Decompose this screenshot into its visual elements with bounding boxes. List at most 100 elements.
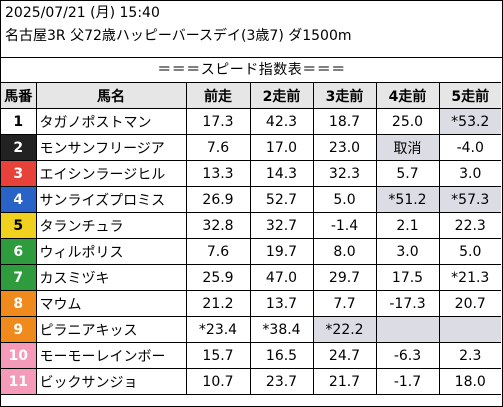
horse-number-cell: 11 <box>1 368 37 395</box>
speed-index-cell: 20.7 <box>438 290 501 317</box>
horse-number-cell: 9 <box>1 316 37 343</box>
table-row: 9 ピラニアキッス *23.4 *38.4 *22.2 <box>1 316 501 343</box>
speed-index-cell: 17.0 <box>249 134 314 161</box>
speed-index-cell: -4.0 <box>438 134 501 161</box>
table-row: 3 エイシンラージヒル 13.3 14.3 32.3 5.7 3.0 <box>1 160 501 187</box>
table-row: 1 タガノポストマン 17.3 42.3 18.7 25.0 *53.2 <box>1 108 501 135</box>
speed-index-cell: 19.7 <box>249 238 314 265</box>
speed-index-cell: 23.0 <box>312 134 377 161</box>
speed-index-cell: 13.3 <box>185 160 251 187</box>
speed-index-cell: 15.7 <box>185 342 251 369</box>
speed-index-cell: 47.0 <box>249 264 314 291</box>
horse-name-cell: タガノポストマン <box>35 108 187 135</box>
speed-index-cell: *53.2 <box>438 108 501 135</box>
speed-index-cell: 25.9 <box>185 264 251 291</box>
speed-index-cell <box>438 316 501 343</box>
horse-number-cell: 7 <box>1 264 37 291</box>
horse-name-cell: タランチュラ <box>35 212 187 239</box>
table-row: 6 ウィルポリス 7.6 19.7 8.0 3.0 5.0 <box>1 238 501 265</box>
horse-name-cell: ビックサンジョ <box>35 368 187 395</box>
speed-index-cell: 取消 <box>375 134 440 161</box>
speed-index-cell: 25.0 <box>375 108 440 135</box>
speed-index-cell: 13.7 <box>249 290 314 317</box>
horse-name-cell: マウム <box>35 290 187 317</box>
table-row: 8 マウム 21.2 13.7 7.7 -17.3 20.7 <box>1 290 501 317</box>
speed-index-cell: 2.1 <box>375 212 440 239</box>
speed-index-cell: 22.3 <box>438 212 501 239</box>
speed-index-cell: 3.0 <box>438 160 501 187</box>
table-row: 2 モンサンフリージア 7.6 17.0 23.0 取消 -4.0 <box>1 134 501 161</box>
col-header-name: 馬名 <box>35 82 187 109</box>
speed-index-cell: 2.3 <box>438 342 501 369</box>
table-row: 5 タランチュラ 32.8 32.7 -1.4 2.1 22.3 <box>1 212 501 239</box>
horse-number-cell: 10 <box>1 342 37 369</box>
table-row: 10 モーモーレインボー 15.7 16.5 24.7 -6.3 2.3 <box>1 342 501 369</box>
speed-index-cell: 17.5 <box>375 264 440 291</box>
speed-index-cell: 7.6 <box>185 134 251 161</box>
horse-name-cell: ウィルポリス <box>35 238 187 265</box>
speed-index-cell: *38.4 <box>249 316 314 343</box>
horse-number-cell: 1 <box>1 108 37 135</box>
speed-index-cell: *57.3 <box>438 186 501 213</box>
speed-index-cell: 32.3 <box>312 160 377 187</box>
speed-index-cell: 29.7 <box>312 264 377 291</box>
speed-index-cell: 18.0 <box>438 368 501 395</box>
horse-number-cell: 6 <box>1 238 37 265</box>
speed-index-cell: 23.7 <box>249 368 314 395</box>
speed-index-cell <box>375 316 440 343</box>
speed-index-cell: -1.7 <box>375 368 440 395</box>
speed-index-cell: *22.2 <box>312 316 377 343</box>
speed-index-cell: 26.9 <box>185 186 251 213</box>
speed-index-cell: 42.3 <box>249 108 314 135</box>
speed-index-cell: 3.0 <box>375 238 440 265</box>
speed-index-table: 馬番 馬名 前走 2走前 3走前 4走前 5走前 1 タガノポストマン 17.3 42… <box>1 82 501 395</box>
horse-number-cell: 3 <box>1 160 37 187</box>
speed-index-cell: 52.7 <box>249 186 314 213</box>
speed-index-cell: 14.3 <box>249 160 314 187</box>
table-row: 4 サンライズプロミス 26.9 52.7 5.0 *51.2 *57.3 <box>1 186 501 213</box>
col-header-last-race: 前走 <box>185 82 251 109</box>
race-title: 名古屋3R 父72歳ハッピーバースデイ(3歳7) ダ1500m <box>5 28 352 44</box>
speed-index-cell: *21.3 <box>438 264 501 291</box>
horse-name-cell: カスミヅキ <box>35 264 187 291</box>
race-datetime: 2025/07/21 (月) 15:40 <box>5 5 160 21</box>
horse-name-cell: ピラニアキッス <box>35 316 187 343</box>
speed-index-cell: -1.4 <box>312 212 377 239</box>
speed-index-cell: 7.7 <box>312 290 377 317</box>
col-header-3-races-ago: 3走前 <box>312 82 377 109</box>
speed-index-cell: *51.2 <box>375 186 440 213</box>
speed-index-cell: 8.0 <box>312 238 377 265</box>
table-banner: ＝＝＝スピード指数表＝＝＝ <box>1 57 502 82</box>
speed-index-cell: 16.5 <box>249 342 314 369</box>
horse-name-cell: エイシンラージヒル <box>35 160 187 187</box>
horse-name-cell: モーモーレインボー <box>35 342 187 369</box>
horse-number-cell: 4 <box>1 186 37 213</box>
speed-index-cell: *23.4 <box>185 316 251 343</box>
speed-index-cell: 7.6 <box>185 238 251 265</box>
horse-name-cell: サンライズプロミス <box>35 186 187 213</box>
horse-name-cell: モンサンフリージア <box>35 134 187 161</box>
speed-index-cell: 21.7 <box>312 368 377 395</box>
table-header-row: 馬番 馬名 前走 2走前 3走前 4走前 5走前 <box>1 82 501 109</box>
speed-index-cell: 17.3 <box>185 108 251 135</box>
table-row: 7 カスミヅキ 25.9 47.0 29.7 17.5 *21.3 <box>1 264 501 291</box>
speed-index-cell: 5.0 <box>438 238 501 265</box>
col-header-4-races-ago: 4走前 <box>375 82 440 109</box>
speed-index-cell: -6.3 <box>375 342 440 369</box>
speed-index-cell: 10.7 <box>185 368 251 395</box>
col-header-2-races-ago: 2走前 <box>249 82 314 109</box>
col-header-5-races-ago: 5走前 <box>438 82 501 109</box>
horse-number-cell: 5 <box>1 212 37 239</box>
col-header-number: 馬番 <box>1 82 37 109</box>
speed-index-cell: 32.7 <box>249 212 314 239</box>
speed-index-cell: 21.2 <box>185 290 251 317</box>
speed-index-cell: 5.0 <box>312 186 377 213</box>
speed-index-cell: 5.7 <box>375 160 440 187</box>
speed-index-cell: -17.3 <box>375 290 440 317</box>
horse-number-cell: 2 <box>1 134 37 161</box>
horse-number-cell: 8 <box>1 290 37 317</box>
table-row: 11 ビックサンジョ 10.7 23.7 21.7 -1.7 18.0 <box>1 368 501 395</box>
speed-index-cell: 18.7 <box>312 108 377 135</box>
speed-index-cell: 32.8 <box>185 212 251 239</box>
